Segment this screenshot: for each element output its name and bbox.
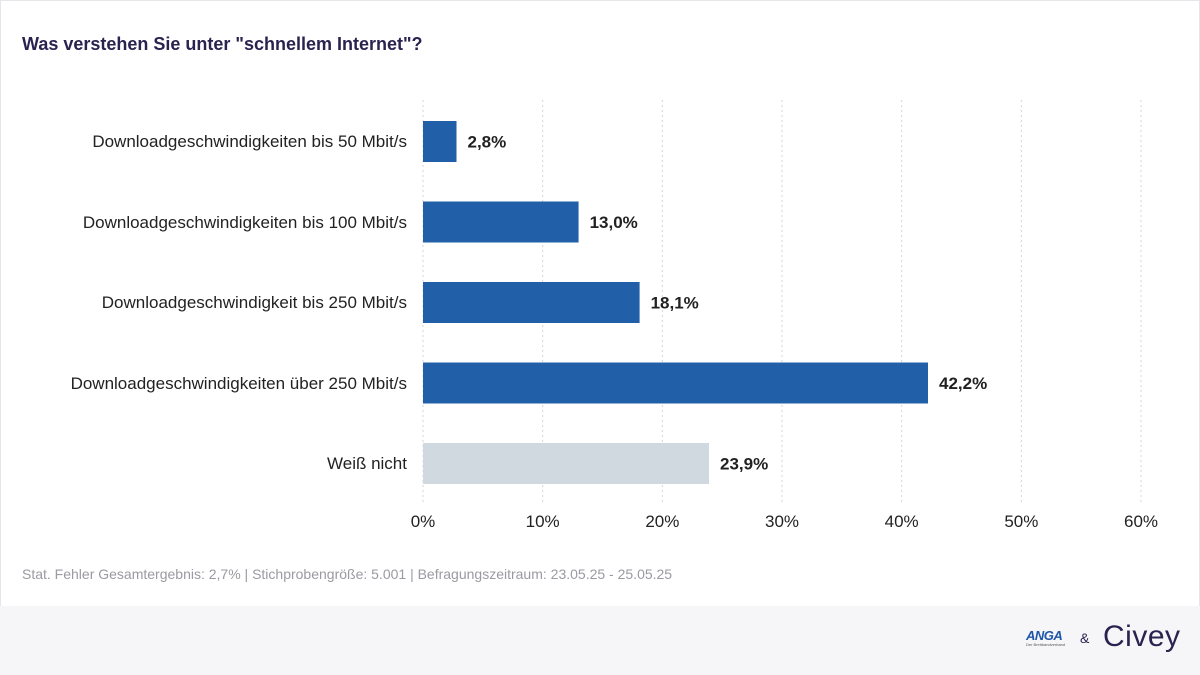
data-label: 13,0% [590, 213, 638, 232]
category-label: Weiß nicht [327, 454, 407, 473]
logo-separator: & [1080, 630, 1090, 646]
anga-logo-sub: Der Breitbandverband [1026, 642, 1066, 647]
data-label: 23,9% [720, 455, 768, 474]
data-label: 2,8% [468, 133, 507, 152]
category-label: Downloadgeschwindigkeiten bis 50 Mbit/s [92, 132, 407, 151]
x-tick-label: 50% [1004, 512, 1038, 531]
x-tick-label: 0% [411, 512, 436, 531]
bar [423, 282, 640, 323]
footer-bar [0, 606, 1200, 675]
footnote: Stat. Fehler Gesamtergebnis: 2,7% | Stic… [22, 566, 673, 582]
chart-title: Was verstehen Sie unter "schnellem Inter… [22, 34, 423, 54]
x-tick-label: 60% [1124, 512, 1158, 531]
x-tick-label: 40% [885, 512, 919, 531]
bar [423, 443, 710, 484]
data-label: 18,1% [651, 294, 699, 313]
category-label: Downloadgeschwindigkeiten bis 100 Mbit/s [82, 212, 407, 232]
x-tick-label: 10% [526, 512, 560, 531]
x-tick-label: 30% [765, 512, 799, 531]
category-label: Downloadgeschwindigkeit bis 250 Mbit/s [101, 293, 407, 312]
category-label: Downloadgeschwindigkeiten über 250 Mbit/… [70, 373, 407, 393]
bar-chart: 0% 10% 20% 30% 40% 50% 60% 2,8% 13,0% 18,1% 42,2% 2… [411, 100, 1158, 531]
civey-logo: Civey [1103, 620, 1181, 653]
data-label: 42,2% [939, 374, 987, 393]
bar [423, 362, 928, 404]
anga-logo-word: ANGA [1026, 628, 1063, 643]
anga-logo: ANGA Der Breitbandverband [1026, 629, 1070, 651]
x-tick-label: 20% [645, 512, 679, 531]
bar [423, 121, 457, 162]
bar [423, 201, 579, 243]
